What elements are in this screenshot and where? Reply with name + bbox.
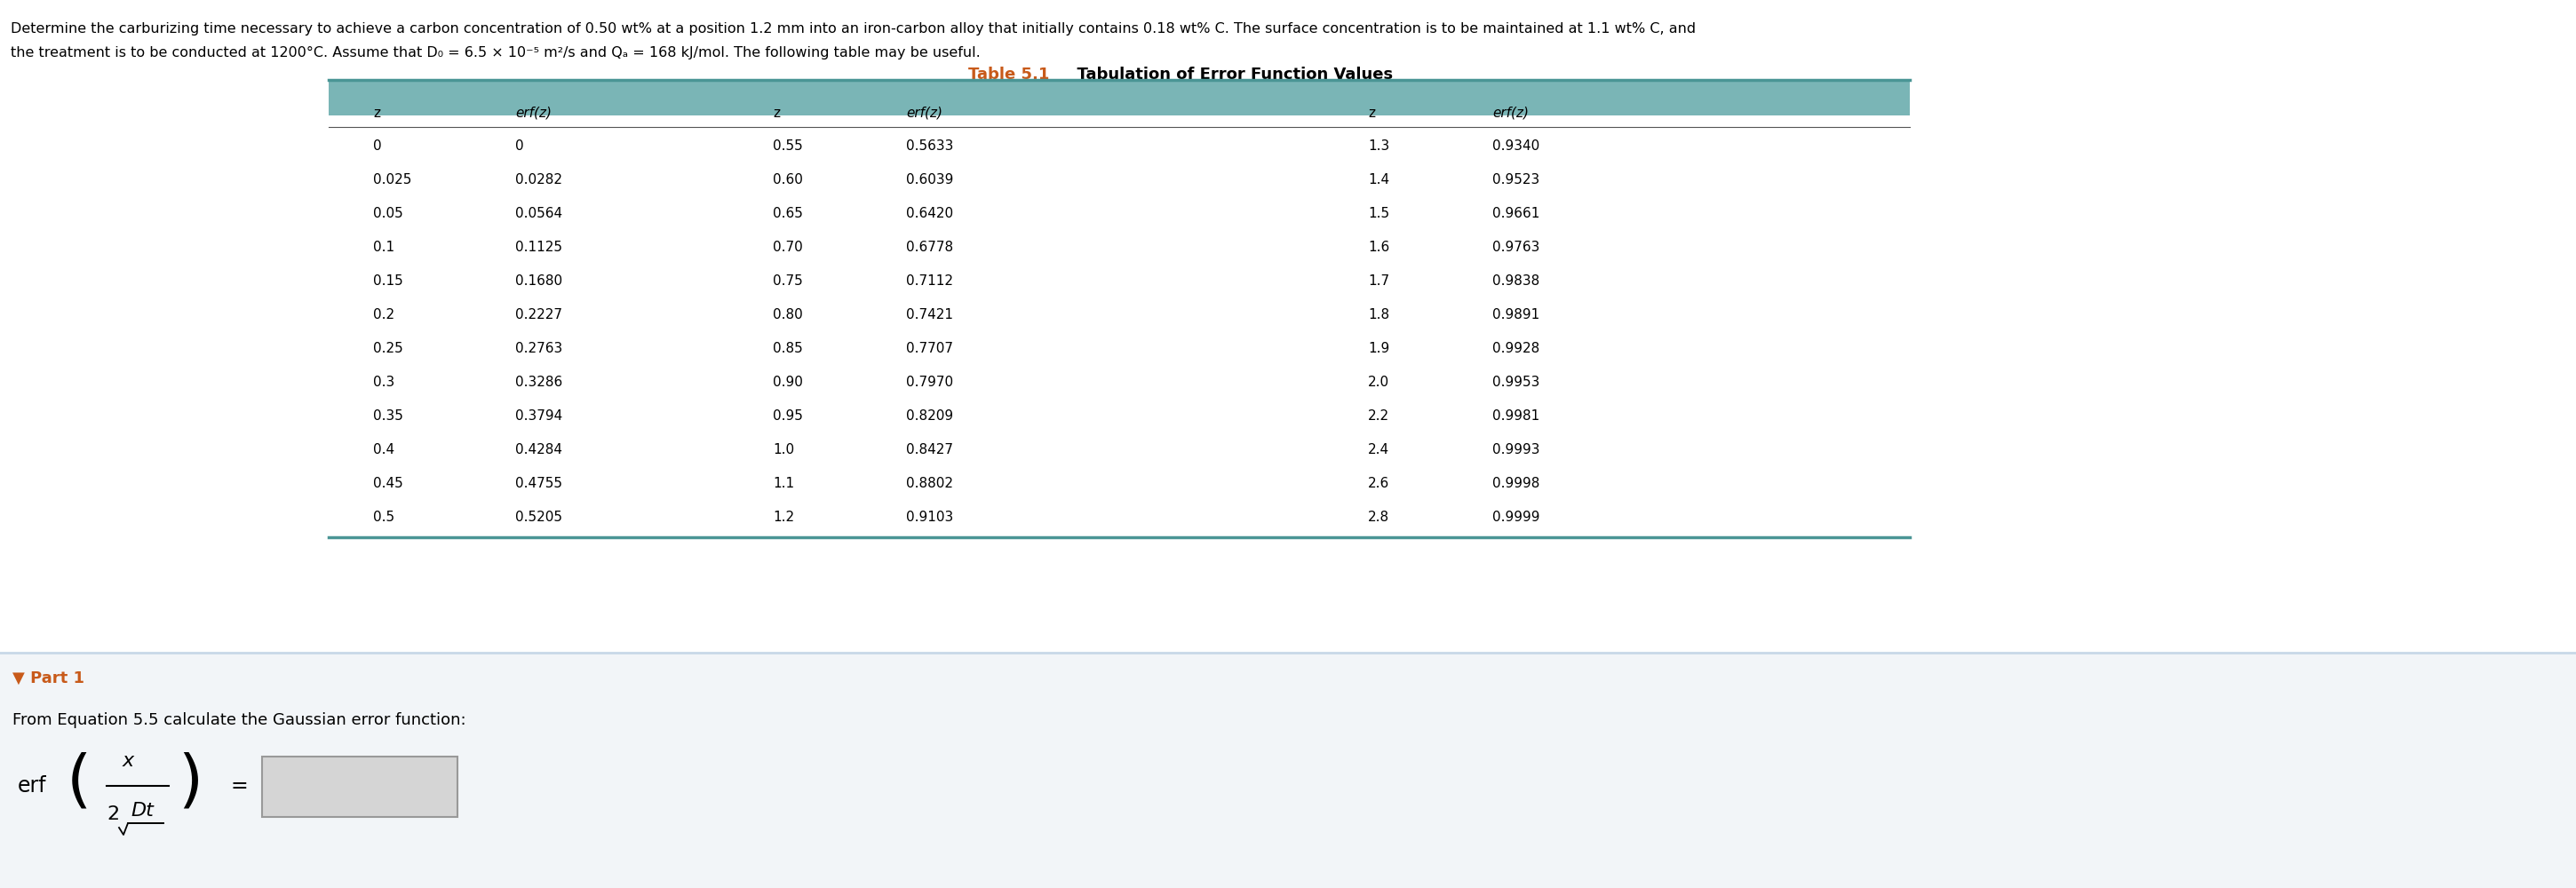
Text: 0: 0 [374,139,381,153]
Text: 0.025: 0.025 [374,173,412,186]
Text: 0.0282: 0.0282 [515,173,562,186]
Text: 1.1: 1.1 [773,477,793,490]
Text: 0.8802: 0.8802 [907,477,953,490]
Text: 0.8427: 0.8427 [907,443,953,456]
Text: 0.2763: 0.2763 [515,342,562,355]
Text: 0.90: 0.90 [773,376,804,389]
Text: 0.9993: 0.9993 [1492,443,1540,456]
FancyBboxPatch shape [330,80,1909,115]
Text: 0.4755: 0.4755 [515,477,562,490]
Text: 0.9340: 0.9340 [1492,139,1540,153]
Text: 1.8: 1.8 [1368,308,1388,321]
Text: 1.4: 1.4 [1368,173,1388,186]
Text: 0.0564: 0.0564 [515,207,562,220]
Text: 0.70: 0.70 [773,241,804,254]
Text: 0.9523: 0.9523 [1492,173,1540,186]
Text: 1.5: 1.5 [1368,207,1388,220]
Text: 0.60: 0.60 [773,173,804,186]
Text: 0.9103: 0.9103 [907,511,953,524]
Text: 0.3: 0.3 [374,376,394,389]
Text: 0.5205: 0.5205 [515,511,562,524]
Text: 2.2: 2.2 [1368,409,1388,423]
Text: 0.9891: 0.9891 [1492,308,1540,321]
Text: 0.9661: 0.9661 [1492,207,1540,220]
Text: 0.2227: 0.2227 [515,308,562,321]
Text: 0.7421: 0.7421 [907,308,953,321]
Text: 0.8209: 0.8209 [907,409,953,423]
Text: (: ( [67,751,93,813]
Text: 0.1680: 0.1680 [515,274,562,288]
Text: =: = [232,775,247,797]
Text: 0.5: 0.5 [374,511,394,524]
Text: 0.2: 0.2 [374,308,394,321]
Text: 0.1: 0.1 [374,241,394,254]
Text: z: z [374,107,381,120]
Text: 1.7: 1.7 [1368,274,1388,288]
Text: erf(z): erf(z) [907,107,943,120]
Text: 0.6778: 0.6778 [907,241,953,254]
Text: From Equation 5.5 calculate the Gaussian error function:: From Equation 5.5 calculate the Gaussian… [13,712,466,728]
Text: 0.65: 0.65 [773,207,804,220]
Text: 0.80: 0.80 [773,308,804,321]
Text: 0.3286: 0.3286 [515,376,562,389]
Text: 0.95: 0.95 [773,409,804,423]
Text: 0: 0 [515,139,523,153]
Text: ▼ Part 1: ▼ Part 1 [13,670,85,686]
Text: 0.9928: 0.9928 [1492,342,1540,355]
Text: 0.05: 0.05 [374,207,402,220]
Text: erf(z): erf(z) [515,107,551,120]
Text: 0.75: 0.75 [773,274,804,288]
Text: z: z [1368,107,1376,120]
Text: 0.4284: 0.4284 [515,443,562,456]
Text: 0.9763: 0.9763 [1492,241,1540,254]
Text: 0.85: 0.85 [773,342,804,355]
Text: 0.5633: 0.5633 [907,139,953,153]
Text: 0.9999: 0.9999 [1492,511,1540,524]
Text: Determine the carburizing time necessary to achieve a carbon concentration of 0.: Determine the carburizing time necessary… [10,22,1695,36]
Text: Table 5.1: Table 5.1 [969,67,1048,83]
Text: 2.8: 2.8 [1368,511,1388,524]
Text: 0.6420: 0.6420 [907,207,953,220]
Text: 0.6039: 0.6039 [907,173,953,186]
Text: 0.3794: 0.3794 [515,409,562,423]
Text: 1.9: 1.9 [1368,342,1388,355]
Text: ): ) [178,751,204,813]
Text: 0.7707: 0.7707 [907,342,953,355]
Text: 0.7112: 0.7112 [907,274,953,288]
Text: Tabulation of Error Function Values: Tabulation of Error Function Values [1066,67,1394,83]
Text: 0.9998: 0.9998 [1492,477,1540,490]
Text: z: z [773,107,781,120]
Text: Dt: Dt [131,802,155,820]
Text: 0.25: 0.25 [374,342,402,355]
Text: 0.35: 0.35 [374,409,404,423]
Text: the treatment is to be conducted at 1200°C. Assume that D₀ = 6.5 × 10⁻⁵ m²/s and: the treatment is to be conducted at 1200… [10,46,981,59]
Text: 0.55: 0.55 [773,139,804,153]
Text: 1.6: 1.6 [1368,241,1388,254]
Text: x: x [124,752,134,770]
Text: 0.7970: 0.7970 [907,376,953,389]
Text: 0.9953: 0.9953 [1492,376,1540,389]
Text: 0.9838: 0.9838 [1492,274,1540,288]
Text: 2.4: 2.4 [1368,443,1388,456]
Text: erf(z): erf(z) [1492,107,1528,120]
Text: 1.0: 1.0 [773,443,793,456]
Text: 1.2: 1.2 [773,511,793,524]
Text: 0.45: 0.45 [374,477,402,490]
FancyBboxPatch shape [263,757,459,817]
Text: erf: erf [18,775,46,797]
Text: 2.6: 2.6 [1368,477,1388,490]
Text: 2: 2 [106,805,118,823]
Text: 0.15: 0.15 [374,274,402,288]
Text: 0.1125: 0.1125 [515,241,562,254]
Text: 0.9981: 0.9981 [1492,409,1540,423]
Text: 0.4: 0.4 [374,443,394,456]
FancyBboxPatch shape [0,653,2576,888]
Text: 1.3: 1.3 [1368,139,1388,153]
Text: 2.0: 2.0 [1368,376,1388,389]
